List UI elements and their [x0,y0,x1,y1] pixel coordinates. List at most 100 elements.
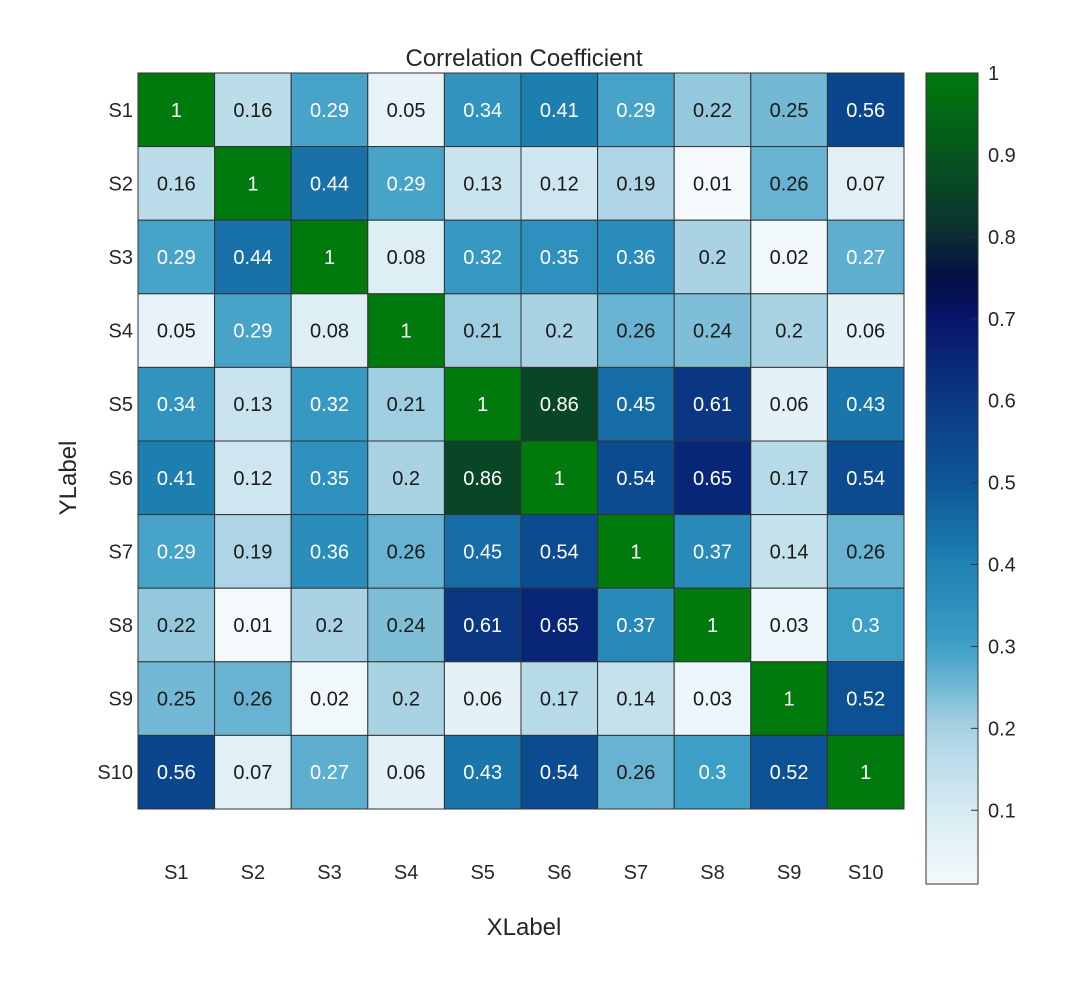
heatmap-cell [367,72,445,148]
cell-value-label: 0.2 [699,247,727,269]
cell-value-label: 0.13 [233,394,272,416]
cell-value-label: 0.25 [770,100,809,122]
cell-value-label: 1 [630,541,641,563]
y-tick-label: S4 [109,321,133,343]
heatmap-cell [673,72,752,148]
y-tick-label: S6 [109,468,133,490]
cell-value-label: 0.43 [846,394,885,416]
heatmap-cell [443,219,522,295]
cell-value-label: 0.34 [157,394,196,416]
colorbar-tick-label: 0.9 [988,145,1016,167]
cell-value-label: 0.26 [233,689,272,711]
heatmap-cell [443,440,522,516]
cell-value-label: 0.56 [846,100,885,122]
cell-value-label: 0.2 [392,689,420,711]
colorbar: 0.1 0.2 0.3 0.4 0.5 0.6 0.7 0.8 0.9 1 [925,63,1016,885]
chart-title: Correlation Coefficient [405,45,642,72]
cell-value-label: 0.24 [693,321,732,343]
cell-value-label: 0.02 [310,689,349,711]
heatmap-cell [826,219,905,295]
heatmap-cell [367,440,445,516]
cell-value-label: 0.2 [392,468,420,490]
x-axis-label: XLabel [487,914,562,941]
heatmap-cell [214,72,292,148]
cell-value-label: 0.08 [387,247,426,269]
cell-value-label: 0.54 [616,468,655,490]
x-tick-label: S2 [241,862,265,884]
heatmap-cell [750,219,828,295]
x-tick-label: S9 [777,862,801,884]
colorbar-tick-label: 0.4 [988,555,1016,577]
cell-value-label: 0.65 [693,468,732,490]
heatmap-cell [520,440,599,516]
heatmap-cell [290,219,369,295]
x-tick-label: S8 [700,862,724,884]
y-tick-label: S1 [109,100,133,122]
cell-value-label: 0.37 [693,541,732,563]
cell-value-label: 0.3 [852,615,880,637]
heatmap-cell [597,219,675,295]
heatmap-cell [520,366,599,442]
x-tick-label: S7 [624,862,648,884]
cell-value-label: 0.34 [463,100,502,122]
heatmap-cell [750,293,828,368]
cell-value-label: 0.06 [770,394,809,416]
heatmap-cell [597,661,675,736]
cell-value-label: 0.14 [770,541,809,563]
cell-value-label: 0.06 [387,762,426,784]
cell-value-label: 1 [247,173,258,195]
cell-value-label: 0.2 [316,615,344,637]
cell-value-label: 0.44 [310,173,349,195]
heatmap-cell [367,146,445,221]
cell-value-label: 0.29 [310,100,349,122]
heatmap-cell [750,734,828,810]
cell-value-label: 0.16 [157,173,196,195]
x-tick-label: S5 [470,862,494,884]
cell-value-label: 0.24 [387,615,426,637]
cell-value-label: 0.35 [540,247,579,269]
heatmap-cell [826,366,905,442]
heatmap-cell [750,366,828,442]
heatmap-cell [214,146,292,221]
cell-value-label: 0.07 [233,762,272,784]
cell-value-label: 1 [860,762,871,784]
cell-value-label: 0.06 [463,689,502,711]
heatmap-cell [597,514,675,589]
cell-value-label: 0.03 [693,689,732,711]
cell-value-label: 0.14 [616,689,655,711]
heatmap-cell [750,587,828,663]
cell-value-label: 0.54 [846,468,885,490]
cell-value-label: 0.56 [157,762,196,784]
colorbar-tick-label: 0.8 [988,227,1016,249]
cell-value-label: 0.01 [693,173,732,195]
x-tick-label: S3 [317,862,341,884]
heatmap-cell [137,72,216,148]
heatmap-cell [673,146,752,221]
heatmap-cell [214,366,292,442]
heatmap-cell [367,661,445,736]
x-axis-ticks: S1 S2 S3 S4 S5 S6 S7 S8 S9 S10 [164,862,883,884]
cell-value-label: 0.26 [770,173,809,195]
cell-value-label: 0.29 [233,321,272,343]
heatmap-cell [290,587,369,663]
heatmap-cell [137,293,216,368]
heatmap-cell [826,587,905,663]
cell-value-label: 0.03 [770,615,809,637]
cell-value-label: 1 [324,247,335,269]
cell-value-label: 0.26 [616,762,655,784]
heatmap-cell [367,587,445,663]
cell-value-label: 1 [554,468,565,490]
heatmap-cell [750,661,828,736]
cell-value-label: 0.45 [463,541,502,563]
heatmap-cell [290,146,369,221]
cell-value-label: 0.2 [545,321,573,343]
cell-value-label: 0.3 [699,762,727,784]
colorbar-tick-label: 0.5 [988,473,1016,495]
cell-value-label: 0.44 [233,247,272,269]
cell-value-label: 0.27 [310,762,349,784]
heatmap-cell [673,734,752,810]
cell-value-label: 0.12 [233,468,272,490]
cell-value-label: 0.29 [157,541,196,563]
cell-value-label: 0.27 [846,247,885,269]
